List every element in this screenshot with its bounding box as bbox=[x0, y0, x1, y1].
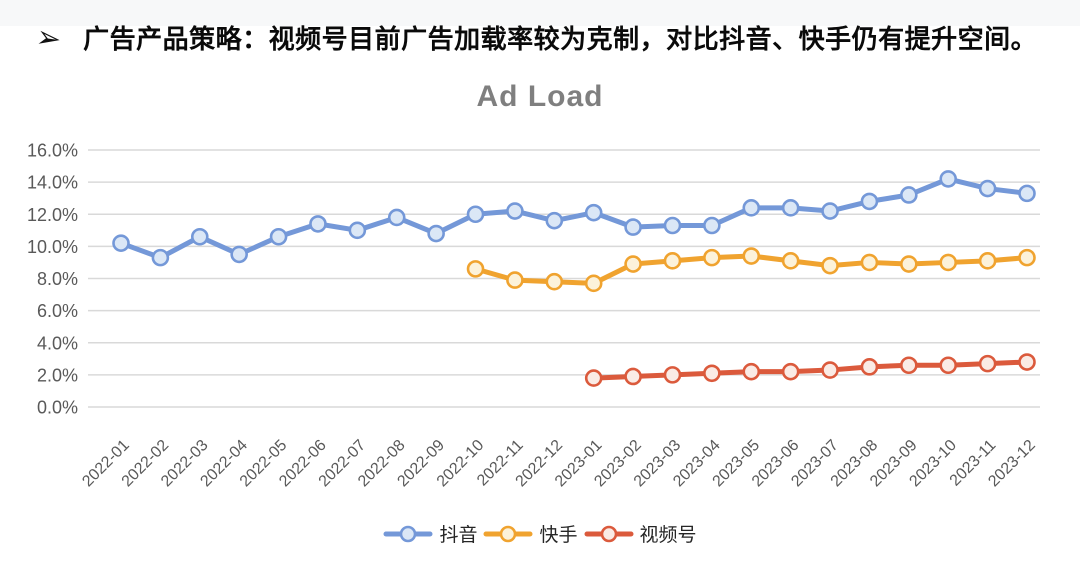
y-axis-tick-label: 14.0% bbox=[27, 173, 78, 193]
data-point-kuaishou bbox=[821, 256, 839, 275]
legend-label-shipinhao: 视频号 bbox=[639, 525, 697, 546]
data-point-douyin bbox=[545, 211, 564, 230]
legend-marker-kuaishou-icon bbox=[483, 525, 533, 542]
y-axis-tick-label: 8.0% bbox=[37, 269, 78, 289]
data-point-douyin bbox=[466, 205, 485, 224]
data-point-shipinhao bbox=[742, 362, 761, 381]
data-point-douyin bbox=[190, 227, 209, 246]
data-point-douyin bbox=[624, 218, 642, 236]
data-point-douyin bbox=[230, 245, 248, 264]
data-point-douyin bbox=[1018, 184, 1036, 203]
data-point-douyin bbox=[506, 202, 524, 220]
data-point-douyin bbox=[348, 221, 367, 240]
slide-title: 广告产品策略：视频号目前广告加载率较为克制，对比抖音、快手仍有提升空间。 bbox=[83, 24, 1038, 54]
data-point-douyin bbox=[663, 216, 682, 235]
data-point-douyin bbox=[781, 199, 800, 217]
data-point-kuaishou bbox=[742, 247, 761, 265]
legend-marker-douyin-icon bbox=[383, 525, 433, 542]
series-line-shipinhao bbox=[591, 359, 1030, 381]
y-axis-tick-label: 16.0% bbox=[27, 141, 78, 161]
data-point-kuaishou bbox=[584, 274, 603, 293]
data-point-douyin bbox=[900, 186, 918, 204]
data-point-shipinhao bbox=[703, 364, 721, 383]
data-point-shipinhao bbox=[860, 358, 879, 376]
data-point-douyin bbox=[821, 202, 839, 220]
data-point-kuaishou bbox=[860, 253, 879, 272]
data-point-shipinhao bbox=[978, 354, 997, 373]
data-point-shipinhao bbox=[584, 369, 603, 387]
data-point-shipinhao bbox=[900, 356, 918, 375]
data-point-douyin bbox=[939, 170, 958, 188]
legend-item-shipinhao: 视频号 bbox=[584, 520, 697, 547]
ad-load-chart: 0.0% 2.0% 4.0% 6.0% 8.0% 10.0% 12.0% 14.0% 16.0%… bbox=[27, 141, 1040, 490]
data-point-kuaishou bbox=[978, 252, 997, 270]
y-axis-tick-label: 2.0% bbox=[37, 365, 78, 385]
data-point-shipinhao bbox=[939, 356, 958, 375]
data-point-kuaishou bbox=[939, 253, 958, 272]
data-point-kuaishou bbox=[663, 252, 682, 270]
legend-item-kuaishou: 快手 bbox=[483, 520, 578, 547]
data-point-shipinhao bbox=[1018, 353, 1036, 371]
data-point-douyin bbox=[703, 216, 721, 235]
top-strip bbox=[0, 0, 1080, 26]
data-point-shipinhao bbox=[781, 362, 800, 381]
data-point-kuaishou bbox=[506, 271, 524, 289]
data-point-kuaishou bbox=[1018, 248, 1036, 267]
data-point-douyin bbox=[269, 227, 288, 246]
slide-header: ➢ 广告产品策略：视频号目前广告加载率较为克制，对比抖音、快手仍有提升空间。 bbox=[34, 20, 1066, 56]
data-point-kuaishou bbox=[466, 260, 485, 278]
chart-title: Ad Load bbox=[476, 80, 604, 113]
data-point-douyin bbox=[309, 215, 327, 233]
y-axis-tick-label: 6.0% bbox=[37, 301, 78, 321]
legend-label-kuaishou: 快手 bbox=[539, 525, 578, 546]
data-point-douyin bbox=[151, 248, 170, 267]
data-point-shipinhao bbox=[663, 366, 682, 384]
data-point-douyin bbox=[978, 179, 997, 198]
data-point-douyin bbox=[860, 192, 879, 211]
data-point-kuaishou bbox=[703, 248, 721, 267]
legend-item-douyin: 抖音 bbox=[383, 520, 477, 547]
data-point-douyin bbox=[112, 234, 130, 252]
data-point-douyin bbox=[742, 199, 761, 217]
legend-label-douyin: 抖音 bbox=[439, 525, 478, 546]
chart-legend: 抖音 快手 视频号 bbox=[0, 520, 1080, 547]
data-point-kuaishou bbox=[624, 255, 642, 273]
y-axis-tick-label: 0.0% bbox=[37, 398, 78, 418]
data-point-douyin bbox=[584, 203, 603, 222]
data-point-kuaishou bbox=[545, 272, 564, 291]
data-point-kuaishou bbox=[900, 255, 918, 273]
y-axis-tick-label: 12.0% bbox=[27, 205, 78, 225]
data-point-shipinhao bbox=[624, 367, 642, 386]
data-point-kuaishou bbox=[781, 252, 800, 270]
data-point-douyin bbox=[427, 224, 445, 243]
data-point-douyin bbox=[387, 208, 406, 227]
data-point-shipinhao bbox=[821, 361, 839, 379]
y-axis-tick-label: 10.0% bbox=[27, 237, 78, 257]
y-axis-tick-label: 4.0% bbox=[37, 333, 78, 353]
legend-marker-shipinhao-icon bbox=[584, 525, 633, 542]
